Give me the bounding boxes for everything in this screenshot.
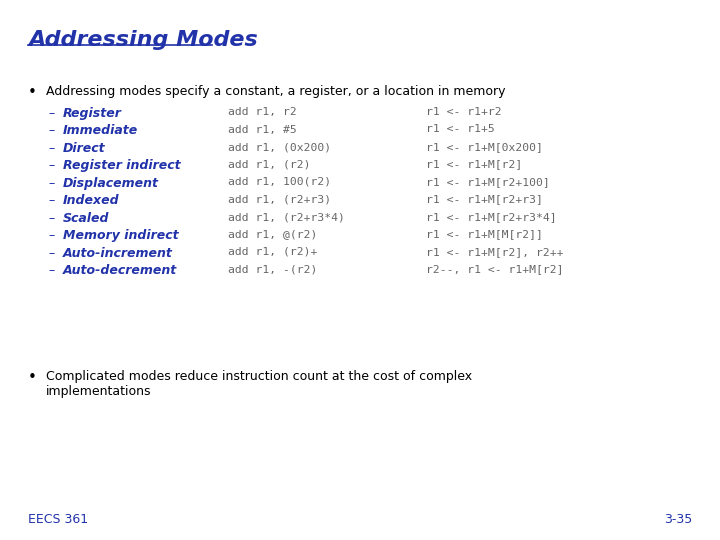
Text: –: – <box>48 125 54 138</box>
Text: –: – <box>48 159 54 172</box>
Text: –: – <box>48 194 54 207</box>
Text: Complicated modes reduce instruction count at the cost of complex: Complicated modes reduce instruction cou… <box>46 370 472 383</box>
Text: add r1, @(r2): add r1, @(r2) <box>228 230 318 240</box>
Text: Indexed: Indexed <box>63 194 120 207</box>
Text: r1 <- r1+5: r1 <- r1+5 <box>426 125 495 134</box>
Text: r1 <- r1+M[M[r2]]: r1 <- r1+M[M[r2]] <box>426 230 543 240</box>
Text: Register indirect: Register indirect <box>63 159 181 172</box>
Text: –: – <box>48 265 54 278</box>
Text: add r1, #5: add r1, #5 <box>228 125 297 134</box>
Text: 3-35: 3-35 <box>664 513 692 526</box>
Text: add r1, -(r2): add r1, -(r2) <box>228 265 318 274</box>
Text: –: – <box>48 142 54 155</box>
Text: r1 <- r1+M[r2], r2++: r1 <- r1+M[r2], r2++ <box>426 247 564 257</box>
Text: Addressing modes specify a constant, a register, or a location in memory: Addressing modes specify a constant, a r… <box>46 85 505 98</box>
Text: add r1, 100(r2): add r1, 100(r2) <box>228 177 331 187</box>
Text: add r1, (r2): add r1, (r2) <box>228 159 310 170</box>
Text: add r1, (0x200): add r1, (0x200) <box>228 142 331 152</box>
Text: •: • <box>28 370 37 385</box>
Text: –: – <box>48 247 54 260</box>
Text: –: – <box>48 177 54 190</box>
Text: r1 <- r1+M[r2+100]: r1 <- r1+M[r2+100] <box>426 177 550 187</box>
Text: –: – <box>48 230 54 242</box>
Text: Memory indirect: Memory indirect <box>63 230 179 242</box>
Text: implementations: implementations <box>46 385 151 398</box>
Text: r1 <- r1+M[0x200]: r1 <- r1+M[0x200] <box>426 142 543 152</box>
Text: Register: Register <box>63 107 122 120</box>
Text: –: – <box>48 107 54 120</box>
Text: Displacement: Displacement <box>63 177 159 190</box>
Text: Immediate: Immediate <box>63 125 138 138</box>
Text: Addressing Modes: Addressing Modes <box>28 30 258 50</box>
Text: r2--, r1 <- r1+M[r2]: r2--, r1 <- r1+M[r2] <box>426 265 564 274</box>
Text: Direct: Direct <box>63 142 106 155</box>
Text: Scaled: Scaled <box>63 212 109 225</box>
Text: –: – <box>48 212 54 225</box>
Text: •: • <box>28 85 37 100</box>
Text: r1 <- r1+M[r2+r3*4]: r1 <- r1+M[r2+r3*4] <box>426 212 557 222</box>
Text: r1 <- r1+M[r2+r3]: r1 <- r1+M[r2+r3] <box>426 194 543 205</box>
Text: EECS 361: EECS 361 <box>28 513 88 526</box>
Text: Auto-increment: Auto-increment <box>63 247 173 260</box>
Text: add r1, (r2)+: add r1, (r2)+ <box>228 247 318 257</box>
Text: r1 <- r1+M[r2]: r1 <- r1+M[r2] <box>426 159 522 170</box>
Text: add r1, r2: add r1, r2 <box>228 107 297 117</box>
Text: r1 <- r1+r2: r1 <- r1+r2 <box>426 107 502 117</box>
Text: add r1, (r2+r3*4): add r1, (r2+r3*4) <box>228 212 345 222</box>
Text: Auto-decrement: Auto-decrement <box>63 265 177 278</box>
Text: add r1, (r2+r3): add r1, (r2+r3) <box>228 194 331 205</box>
